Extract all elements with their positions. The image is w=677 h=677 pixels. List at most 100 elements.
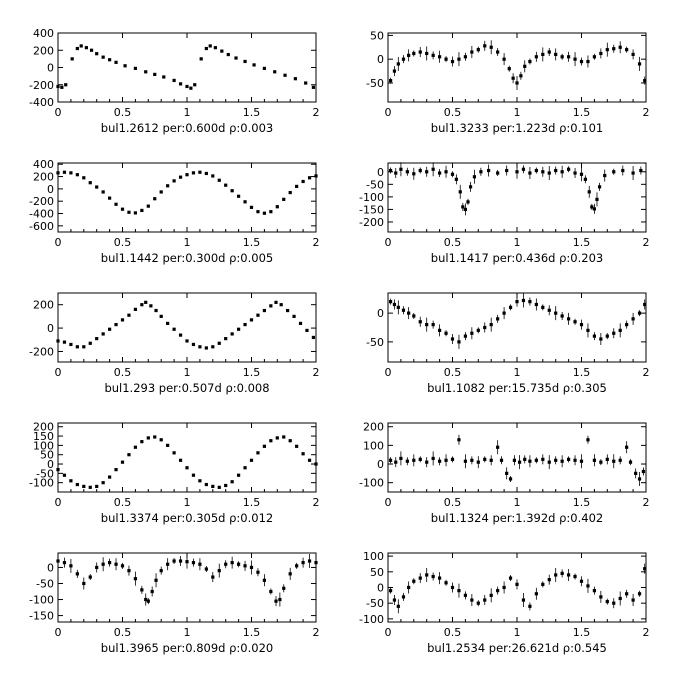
- data-point: [282, 435, 286, 439]
- data-point: [56, 171, 60, 175]
- panel-caption: bul1.2534 per:26.621d ρ:0.545: [427, 641, 607, 655]
- y-tick-label: -400: [29, 96, 54, 109]
- x-tick-label: 1.5: [573, 236, 591, 249]
- data-point: [450, 59, 455, 64]
- data-point: [431, 456, 435, 461]
- data-point: [541, 52, 545, 57]
- data-point: [226, 52, 230, 57]
- data-point: [69, 171, 73, 175]
- data-point: [283, 73, 287, 77]
- data-point: [292, 314, 296, 318]
- data-point: [512, 458, 517, 462]
- data-point: [133, 445, 137, 449]
- panel-caption: bul1.3374 per:0.305d ρ:0.012: [101, 511, 273, 525]
- data-point: [458, 190, 462, 194]
- data-point: [483, 44, 487, 48]
- y-tick-label: 100: [33, 439, 54, 452]
- data-point: [178, 333, 183, 337]
- data-point: [198, 479, 202, 483]
- data-point: [508, 477, 513, 481]
- data-point: [470, 50, 474, 54]
- data-point: [496, 50, 500, 54]
- x-tick-label: 1.5: [243, 626, 261, 639]
- x-tick-label: 0: [385, 496, 392, 509]
- x-tick-label: 2: [313, 236, 320, 249]
- data-point: [95, 484, 99, 489]
- data-point: [114, 202, 118, 206]
- data-point: [243, 200, 247, 204]
- data-point: [560, 459, 564, 463]
- data-point: [450, 457, 455, 461]
- data-point: [554, 458, 558, 462]
- data-point: [396, 62, 400, 66]
- y-tick-label: 400: [33, 158, 54, 171]
- data-point: [191, 171, 196, 175]
- data-point: [237, 473, 241, 477]
- data-point: [140, 303, 144, 307]
- data-point: [166, 562, 170, 566]
- y-tick-label: -100: [359, 477, 384, 490]
- y-tick-label: 0: [47, 458, 54, 471]
- data-point: [172, 559, 176, 563]
- data-point: [634, 471, 638, 475]
- data-point: [628, 460, 633, 464]
- data-point: [224, 562, 228, 566]
- data-point: [583, 177, 587, 181]
- data-point: [193, 83, 197, 87]
- data-point: [301, 452, 305, 456]
- data-point: [444, 458, 448, 462]
- data-point: [412, 172, 416, 176]
- data-point: [262, 66, 266, 70]
- data-point: [483, 457, 487, 461]
- data-point: [301, 179, 305, 184]
- data-point: [95, 52, 99, 56]
- data-point: [208, 44, 212, 48]
- y-tick-label: -200: [29, 79, 54, 92]
- y-tick-label: 50: [370, 29, 384, 42]
- data-point: [149, 304, 153, 308]
- y-tick-label: 0: [377, 53, 384, 66]
- data-point: [224, 183, 228, 187]
- y-tick-label: 0: [377, 166, 384, 179]
- y-tick-label: 150: [33, 430, 54, 443]
- panel-caption: bul1.293 per:0.507d ρ:0.008: [104, 381, 269, 395]
- y-tick-label: -150: [29, 610, 54, 623]
- data-point: [519, 74, 523, 78]
- data-point: [392, 302, 397, 307]
- y-tick-label: 200: [363, 421, 384, 434]
- data-point: [288, 439, 292, 443]
- y-tick-label: 400: [33, 27, 54, 40]
- y-tick-label: 200: [33, 44, 54, 57]
- data-point: [487, 168, 491, 173]
- data-point: [114, 60, 118, 64]
- data-point: [399, 167, 403, 171]
- data-point: [162, 75, 166, 79]
- data-point: [274, 300, 278, 304]
- data-point: [288, 190, 292, 195]
- data-point: [75, 345, 79, 349]
- data-point: [189, 86, 193, 90]
- data-point: [237, 327, 241, 331]
- data-point: [144, 70, 148, 74]
- data-point: [643, 78, 647, 83]
- data-point: [211, 174, 215, 178]
- x-tick-label: 0: [55, 366, 62, 379]
- data-point: [191, 561, 196, 565]
- data-point: [120, 564, 125, 568]
- data-point: [508, 576, 513, 580]
- data-point: [394, 460, 398, 464]
- y-tick-label: -100: [359, 613, 384, 626]
- data-point: [62, 561, 67, 565]
- x-tick-label: 1.5: [573, 496, 591, 509]
- data-point: [528, 171, 532, 175]
- data-point: [114, 562, 118, 566]
- data-point: [554, 168, 558, 173]
- data-point: [146, 204, 150, 208]
- data-point: [275, 436, 279, 440]
- data-point: [69, 479, 73, 483]
- data-point: [146, 436, 150, 440]
- data-point: [388, 458, 393, 462]
- y-tick-label: 100: [363, 439, 384, 452]
